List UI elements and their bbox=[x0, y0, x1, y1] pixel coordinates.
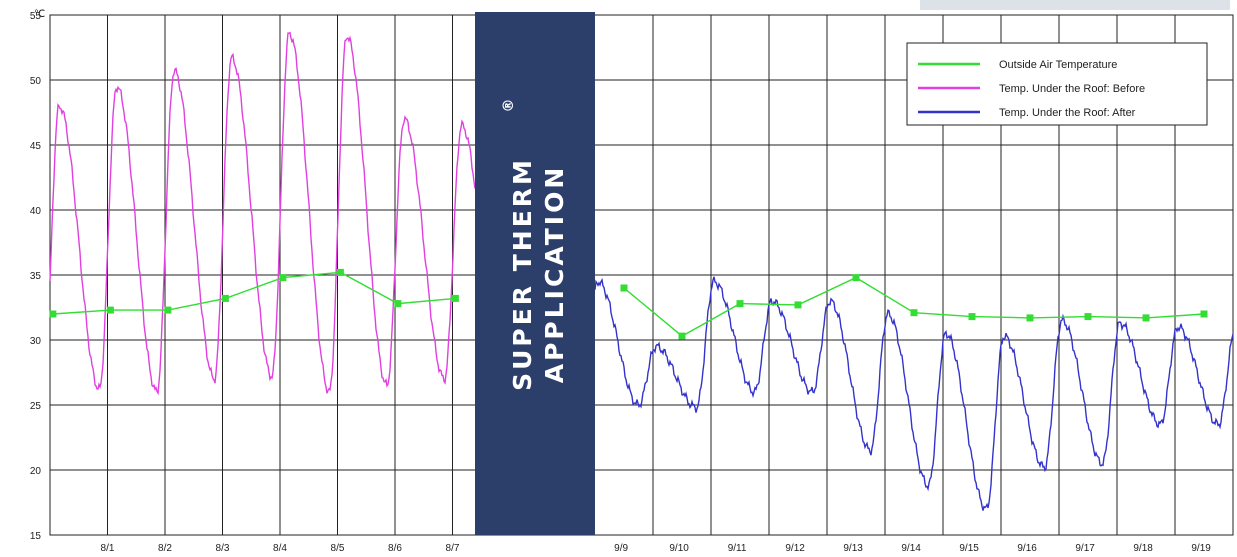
outside-air-point bbox=[106, 306, 114, 314]
x-tick-label: 8/3 bbox=[216, 543, 230, 554]
x-tick-label: 9/11 bbox=[728, 543, 747, 554]
outside-air-point bbox=[1026, 314, 1034, 322]
y-axis: ℃ 15 20 25 30 35 40 45 50 55 bbox=[30, 9, 45, 542]
roof-after-line bbox=[594, 276, 1234, 511]
x-tick-label: 8/2 bbox=[158, 543, 172, 554]
application-banner: SUPER THERM APPLICATION ® bbox=[475, 12, 595, 535]
outside-air-point bbox=[221, 294, 229, 302]
legend-label-roof-before: Temp. Under the Roof: Before bbox=[999, 83, 1145, 95]
x-tick-label: 8/4 bbox=[273, 543, 287, 554]
y-tick-label: 55 bbox=[30, 11, 42, 22]
legend: Outside Air Temperature Temp. Under the … bbox=[906, 42, 1208, 126]
series-roof-after bbox=[594, 276, 1234, 511]
series-outside-air bbox=[49, 268, 1208, 340]
outside-air-point bbox=[794, 301, 802, 309]
x-tick-label: 8/7 bbox=[446, 543, 460, 554]
x-tick-label: 9/9 bbox=[614, 543, 628, 554]
outside-air-line bbox=[52, 271, 456, 315]
banner-registered-mark: ® bbox=[501, 96, 517, 113]
x-tick-label: 9/15 bbox=[959, 543, 979, 554]
outside-air-point bbox=[1084, 313, 1092, 321]
banner-line-1: SUPER THERM bbox=[508, 157, 537, 391]
banner-line-2: APPLICATION bbox=[540, 165, 569, 384]
x-tick-label: 8/6 bbox=[388, 543, 402, 554]
outside-air-point bbox=[852, 274, 860, 282]
x-tick-label: 9/18 bbox=[1133, 543, 1153, 554]
roof-before-line bbox=[49, 31, 476, 396]
outside-air-point bbox=[678, 332, 686, 340]
y-tick-label: 50 bbox=[30, 76, 42, 87]
series-roof-before bbox=[49, 31, 476, 396]
x-tick-label: 9/12 bbox=[785, 543, 805, 554]
y-unit-label: ℃ bbox=[34, 9, 45, 20]
outside-air-point bbox=[736, 300, 744, 308]
y-tick-label: 35 bbox=[30, 271, 42, 282]
banner-background bbox=[475, 12, 595, 535]
outside-air-point bbox=[49, 310, 57, 318]
y-tick-label: 15 bbox=[30, 531, 42, 542]
x-tick-label: 8/5 bbox=[331, 543, 345, 554]
outside-air-point bbox=[910, 309, 918, 317]
outside-air-point bbox=[279, 274, 287, 282]
x-axis: 8/1 8/2 8/3 8/4 8/5 8/6 8/7 9/9 9/10 9/11 9/12 9/13… bbox=[101, 543, 1212, 554]
top-strip bbox=[920, 0, 1230, 10]
y-tick-label: 40 bbox=[30, 206, 42, 217]
y-tick-label: 45 bbox=[30, 141, 42, 152]
legend-label-roof-after: Temp. Under the Roof: After bbox=[999, 107, 1136, 119]
outside-air-point bbox=[620, 284, 628, 292]
outside-air-point bbox=[1142, 314, 1150, 322]
x-tick-label: 9/16 bbox=[1017, 543, 1037, 554]
grid-lines bbox=[50, 14, 1234, 536]
y-tick-label: 20 bbox=[30, 466, 42, 477]
outside-air-point bbox=[164, 306, 172, 314]
legend-label-outside-air: Outside Air Temperature bbox=[999, 59, 1117, 71]
outside-air-point bbox=[451, 294, 459, 302]
x-tick-label: 9/19 bbox=[1191, 543, 1211, 554]
y-tick-label: 25 bbox=[30, 401, 42, 412]
outside-air-point bbox=[1200, 310, 1208, 318]
outside-air-point bbox=[394, 300, 402, 308]
x-tick-label: 9/13 bbox=[843, 543, 863, 554]
x-tick-label: 8/1 bbox=[101, 543, 115, 554]
x-tick-label: 9/10 bbox=[669, 543, 689, 554]
x-tick-label: 9/14 bbox=[901, 543, 921, 554]
x-tick-label: 9/17 bbox=[1075, 543, 1095, 554]
y-tick-label: 30 bbox=[30, 336, 42, 347]
outside-air-point bbox=[336, 268, 344, 276]
outside-air-point bbox=[968, 313, 976, 321]
